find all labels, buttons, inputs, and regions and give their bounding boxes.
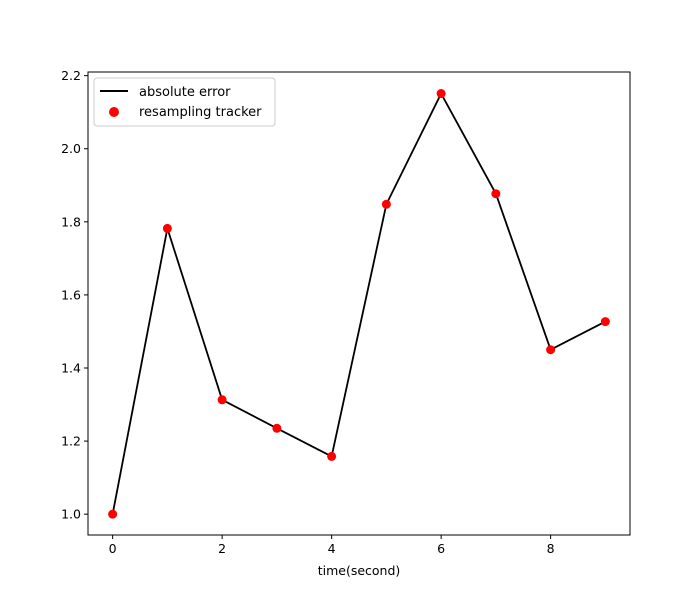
- y-tick-label: 1.8: [61, 214, 81, 229]
- x-tick-label: 4: [328, 541, 336, 556]
- scatter-point-resampling-tracker: [327, 451, 337, 461]
- legend-label-absolute-error: absolute error: [139, 85, 231, 100]
- scatter-point-resampling-tracker: [162, 223, 172, 233]
- x-tick-label: 2: [218, 541, 226, 556]
- y-tick-label: 1.6: [61, 287, 81, 302]
- scatter-point-resampling-tracker: [381, 199, 391, 209]
- scatter-point-resampling-tracker: [546, 345, 556, 355]
- y-tick-label: 2.0: [61, 141, 81, 156]
- plot-frame: [87, 71, 631, 536]
- scatter-point-resampling-tracker: [600, 317, 610, 327]
- scatter-point-resampling-tracker: [108, 509, 118, 519]
- legend-box: [93, 77, 276, 127]
- scatter-point-resampling-tracker: [436, 89, 446, 99]
- series-line-absolute-error: [111, 92, 606, 515]
- legend-label-resampling-tracker: resampling tracker: [139, 105, 262, 120]
- x-tick-label: 8: [547, 541, 555, 556]
- y-tick-label: 1.2: [61, 434, 81, 449]
- x-tick-label: 6: [437, 541, 445, 556]
- y-axis-ticks: 1.0 1.2 1.4 1.6 1.8 2.0 2.2: [61, 68, 88, 522]
- legend: absolute error resampling tracker: [93, 77, 276, 127]
- x-axis-ticks: 0 2 4 6 8: [109, 535, 555, 556]
- scatter-point-resampling-tracker: [217, 395, 227, 405]
- scatter-point-resampling-tracker: [272, 423, 282, 433]
- x-axis-label: time(second): [318, 563, 401, 578]
- plot-area: [88, 72, 630, 535]
- y-tick-label: 1.0: [61, 507, 81, 522]
- x-tick-label: 0: [109, 541, 117, 556]
- legend-marker-swatch: [109, 107, 119, 117]
- y-tick-label: 1.4: [61, 360, 81, 375]
- scatter-point-resampling-tracker: [491, 189, 501, 199]
- series-layer: [108, 89, 610, 519]
- y-tick-label: 2.2: [61, 68, 81, 83]
